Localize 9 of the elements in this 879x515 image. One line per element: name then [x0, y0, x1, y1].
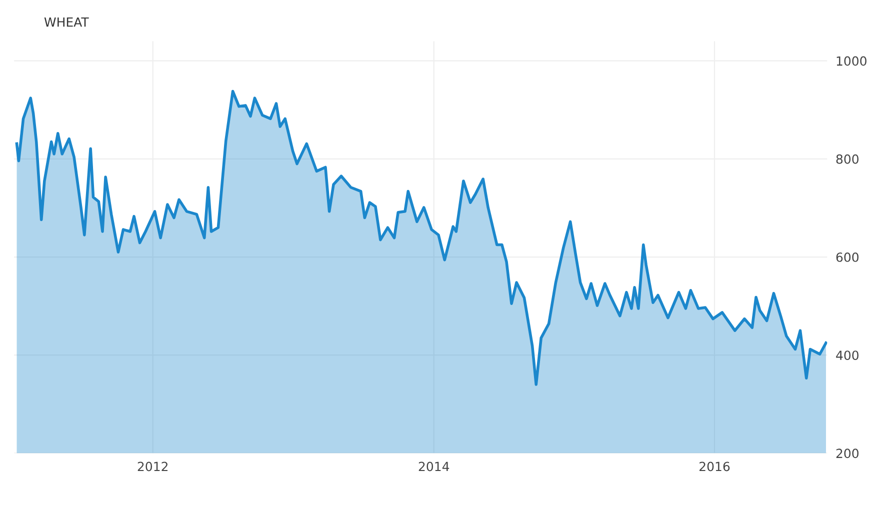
y-tick-label: 400: [836, 350, 858, 360]
chart-title: WHEAT: [44, 18, 89, 27]
y-tick-label: 600: [836, 252, 858, 262]
y-tick-label: 800: [836, 154, 858, 164]
x-tick-label: 2016: [700, 462, 730, 472]
y-tick-label: 200: [836, 448, 858, 458]
x-tick-label: 2012: [138, 462, 168, 472]
x-tick-label: 2014: [418, 462, 450, 472]
y-tick-label: 1000: [836, 56, 866, 66]
